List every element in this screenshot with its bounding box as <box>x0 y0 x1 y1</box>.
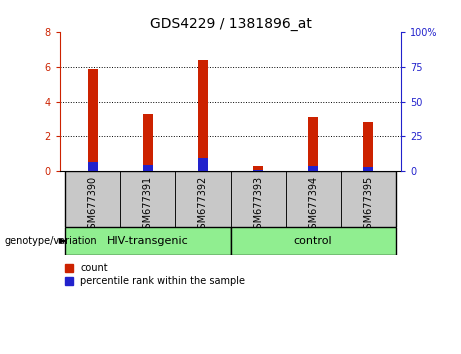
Text: GSM677391: GSM677391 <box>143 176 153 235</box>
Bar <box>253 166 263 171</box>
Bar <box>308 117 318 171</box>
Bar <box>65 171 120 227</box>
Bar <box>88 162 98 171</box>
Bar <box>198 60 208 171</box>
Bar <box>143 114 153 171</box>
Text: GSM677393: GSM677393 <box>253 176 263 235</box>
Bar <box>285 171 341 227</box>
Text: GSM677392: GSM677392 <box>198 176 208 235</box>
Bar <box>308 166 318 171</box>
Text: GSM677395: GSM677395 <box>363 176 373 235</box>
Bar <box>176 171 230 227</box>
Text: GSM677390: GSM677390 <box>88 176 98 235</box>
Bar <box>143 165 153 171</box>
Bar <box>230 227 396 255</box>
Bar <box>65 227 230 255</box>
Bar <box>363 167 373 171</box>
Text: HIV-transgenic: HIV-transgenic <box>107 236 189 246</box>
Text: control: control <box>294 236 332 246</box>
Bar <box>253 170 263 171</box>
Bar <box>363 122 373 171</box>
Bar <box>341 171 396 227</box>
Bar <box>230 171 285 227</box>
Title: GDS4229 / 1381896_at: GDS4229 / 1381896_at <box>149 17 312 31</box>
Bar <box>88 69 98 171</box>
Bar <box>120 171 176 227</box>
Bar <box>198 158 208 171</box>
Legend: count, percentile rank within the sample: count, percentile rank within the sample <box>65 263 245 286</box>
Text: GSM677394: GSM677394 <box>308 176 318 235</box>
Text: genotype/variation: genotype/variation <box>5 236 97 246</box>
